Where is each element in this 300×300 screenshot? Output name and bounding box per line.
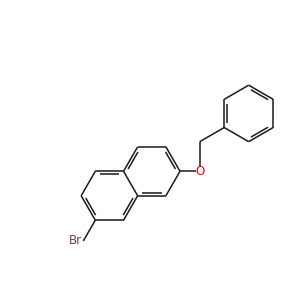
- Text: O: O: [195, 165, 204, 178]
- Text: Br: Br: [68, 235, 82, 248]
